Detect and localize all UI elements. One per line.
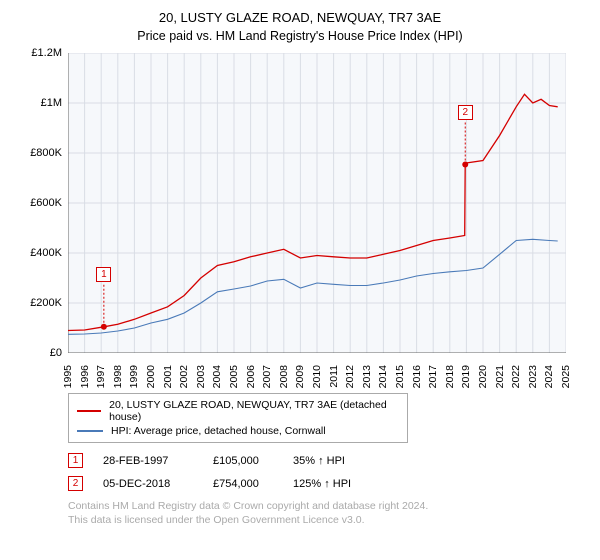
x-tick-label: 2021 [494,365,506,388]
x-tick-label: 2019 [460,365,472,388]
sale-price: £754,000 [213,478,293,490]
y-tick-label: £1.2M [31,47,62,59]
x-tick-label: 2009 [294,365,306,388]
x-tick-label: 1997 [95,365,107,388]
x-tick-label: 2013 [361,365,373,388]
x-tick-label: 2025 [560,365,572,388]
plot-svg [68,53,566,353]
x-tick-label: 2016 [411,365,423,388]
y-tick-label: £400K [30,247,62,259]
legend-swatch [77,430,103,432]
sale-hpi: 35% ↑ HPI [293,455,373,467]
x-tick-label: 2000 [145,365,157,388]
y-axis: £0£200K£400K£600K£800K£1M£1.2M [22,53,66,353]
sale-date: 28-FEB-1997 [103,455,213,467]
sale-marker: 2 [68,476,83,491]
chart-title: 20, LUSTY GLAZE ROAD, NEWQUAY, TR7 3AE [18,10,582,25]
x-tick-label: 2008 [278,365,290,388]
x-tick-label: 2011 [328,365,340,388]
y-tick-label: £0 [50,347,62,359]
footer: Contains HM Land Registry data © Crown c… [68,499,582,527]
y-tick-label: £1M [41,97,62,109]
x-tick-label: 2004 [211,365,223,388]
x-tick-label: 2017 [427,365,439,388]
footer-line-1: Contains HM Land Registry data © Crown c… [68,499,582,513]
sale-date: 05-DEC-2018 [103,478,213,490]
sale-hpi: 125% ↑ HPI [293,478,373,490]
x-tick-label: 2024 [543,365,555,388]
legend: 20, LUSTY GLAZE ROAD, NEWQUAY, TR7 3AE (… [68,393,408,443]
x-tick-label: 1996 [79,365,91,388]
x-tick-label: 2005 [228,365,240,388]
x-axis: 1995199619971998199920002001200220032004… [68,355,566,391]
chart-marker-2: 2 [458,105,473,120]
x-tick-label: 2001 [162,365,174,388]
x-tick-label: 2018 [444,365,456,388]
x-tick-label: 1998 [112,365,124,388]
chart-container: 20, LUSTY GLAZE ROAD, NEWQUAY, TR7 3AE P… [0,0,600,560]
x-tick-label: 2003 [195,365,207,388]
sale-rows: 1 28-FEB-1997£105,00035% ↑ HPI 2 05-DEC-201… [68,453,582,491]
footer-line-2: This data is licensed under the Open Gov… [68,513,582,527]
legend-item: 20, LUSTY GLAZE ROAD, NEWQUAY, TR7 3AE (… [77,398,399,424]
x-tick-label: 2014 [377,365,389,388]
x-tick-label: 1995 [62,365,74,388]
x-tick-label: 1999 [128,365,140,388]
x-tick-label: 2006 [245,365,257,388]
plot: 12 [68,53,566,353]
legend-label: 20, LUSTY GLAZE ROAD, NEWQUAY, TR7 3AE (… [109,399,399,423]
sale-price: £105,000 [213,455,293,467]
x-tick-label: 2015 [394,365,406,388]
chart-marker-1: 1 [96,267,111,282]
x-tick-label: 2022 [510,365,522,388]
sale-marker: 1 [68,453,83,468]
x-tick-label: 2010 [311,365,323,388]
x-tick-label: 2002 [178,365,190,388]
chart-subtitle: Price paid vs. HM Land Registry's House … [18,29,582,43]
sale-row: 1 28-FEB-1997£105,00035% ↑ HPI [68,453,582,468]
x-tick-label: 2020 [477,365,489,388]
x-tick-label: 2012 [344,365,356,388]
y-tick-label: £800K [30,147,62,159]
chart-area: £0£200K£400K£600K£800K£1M£1.2M 12 199519… [22,49,586,391]
legend-label: HPI: Average price, detached house, Corn… [111,425,326,437]
y-tick-label: £200K [30,297,62,309]
legend-item: HPI: Average price, detached house, Corn… [77,424,399,438]
sale-row: 2 05-DEC-2018£754,000125% ↑ HPI [68,476,582,491]
legend-swatch [77,410,101,412]
y-tick-label: £600K [30,197,62,209]
x-tick-label: 2007 [261,365,273,388]
x-tick-label: 2023 [527,365,539,388]
